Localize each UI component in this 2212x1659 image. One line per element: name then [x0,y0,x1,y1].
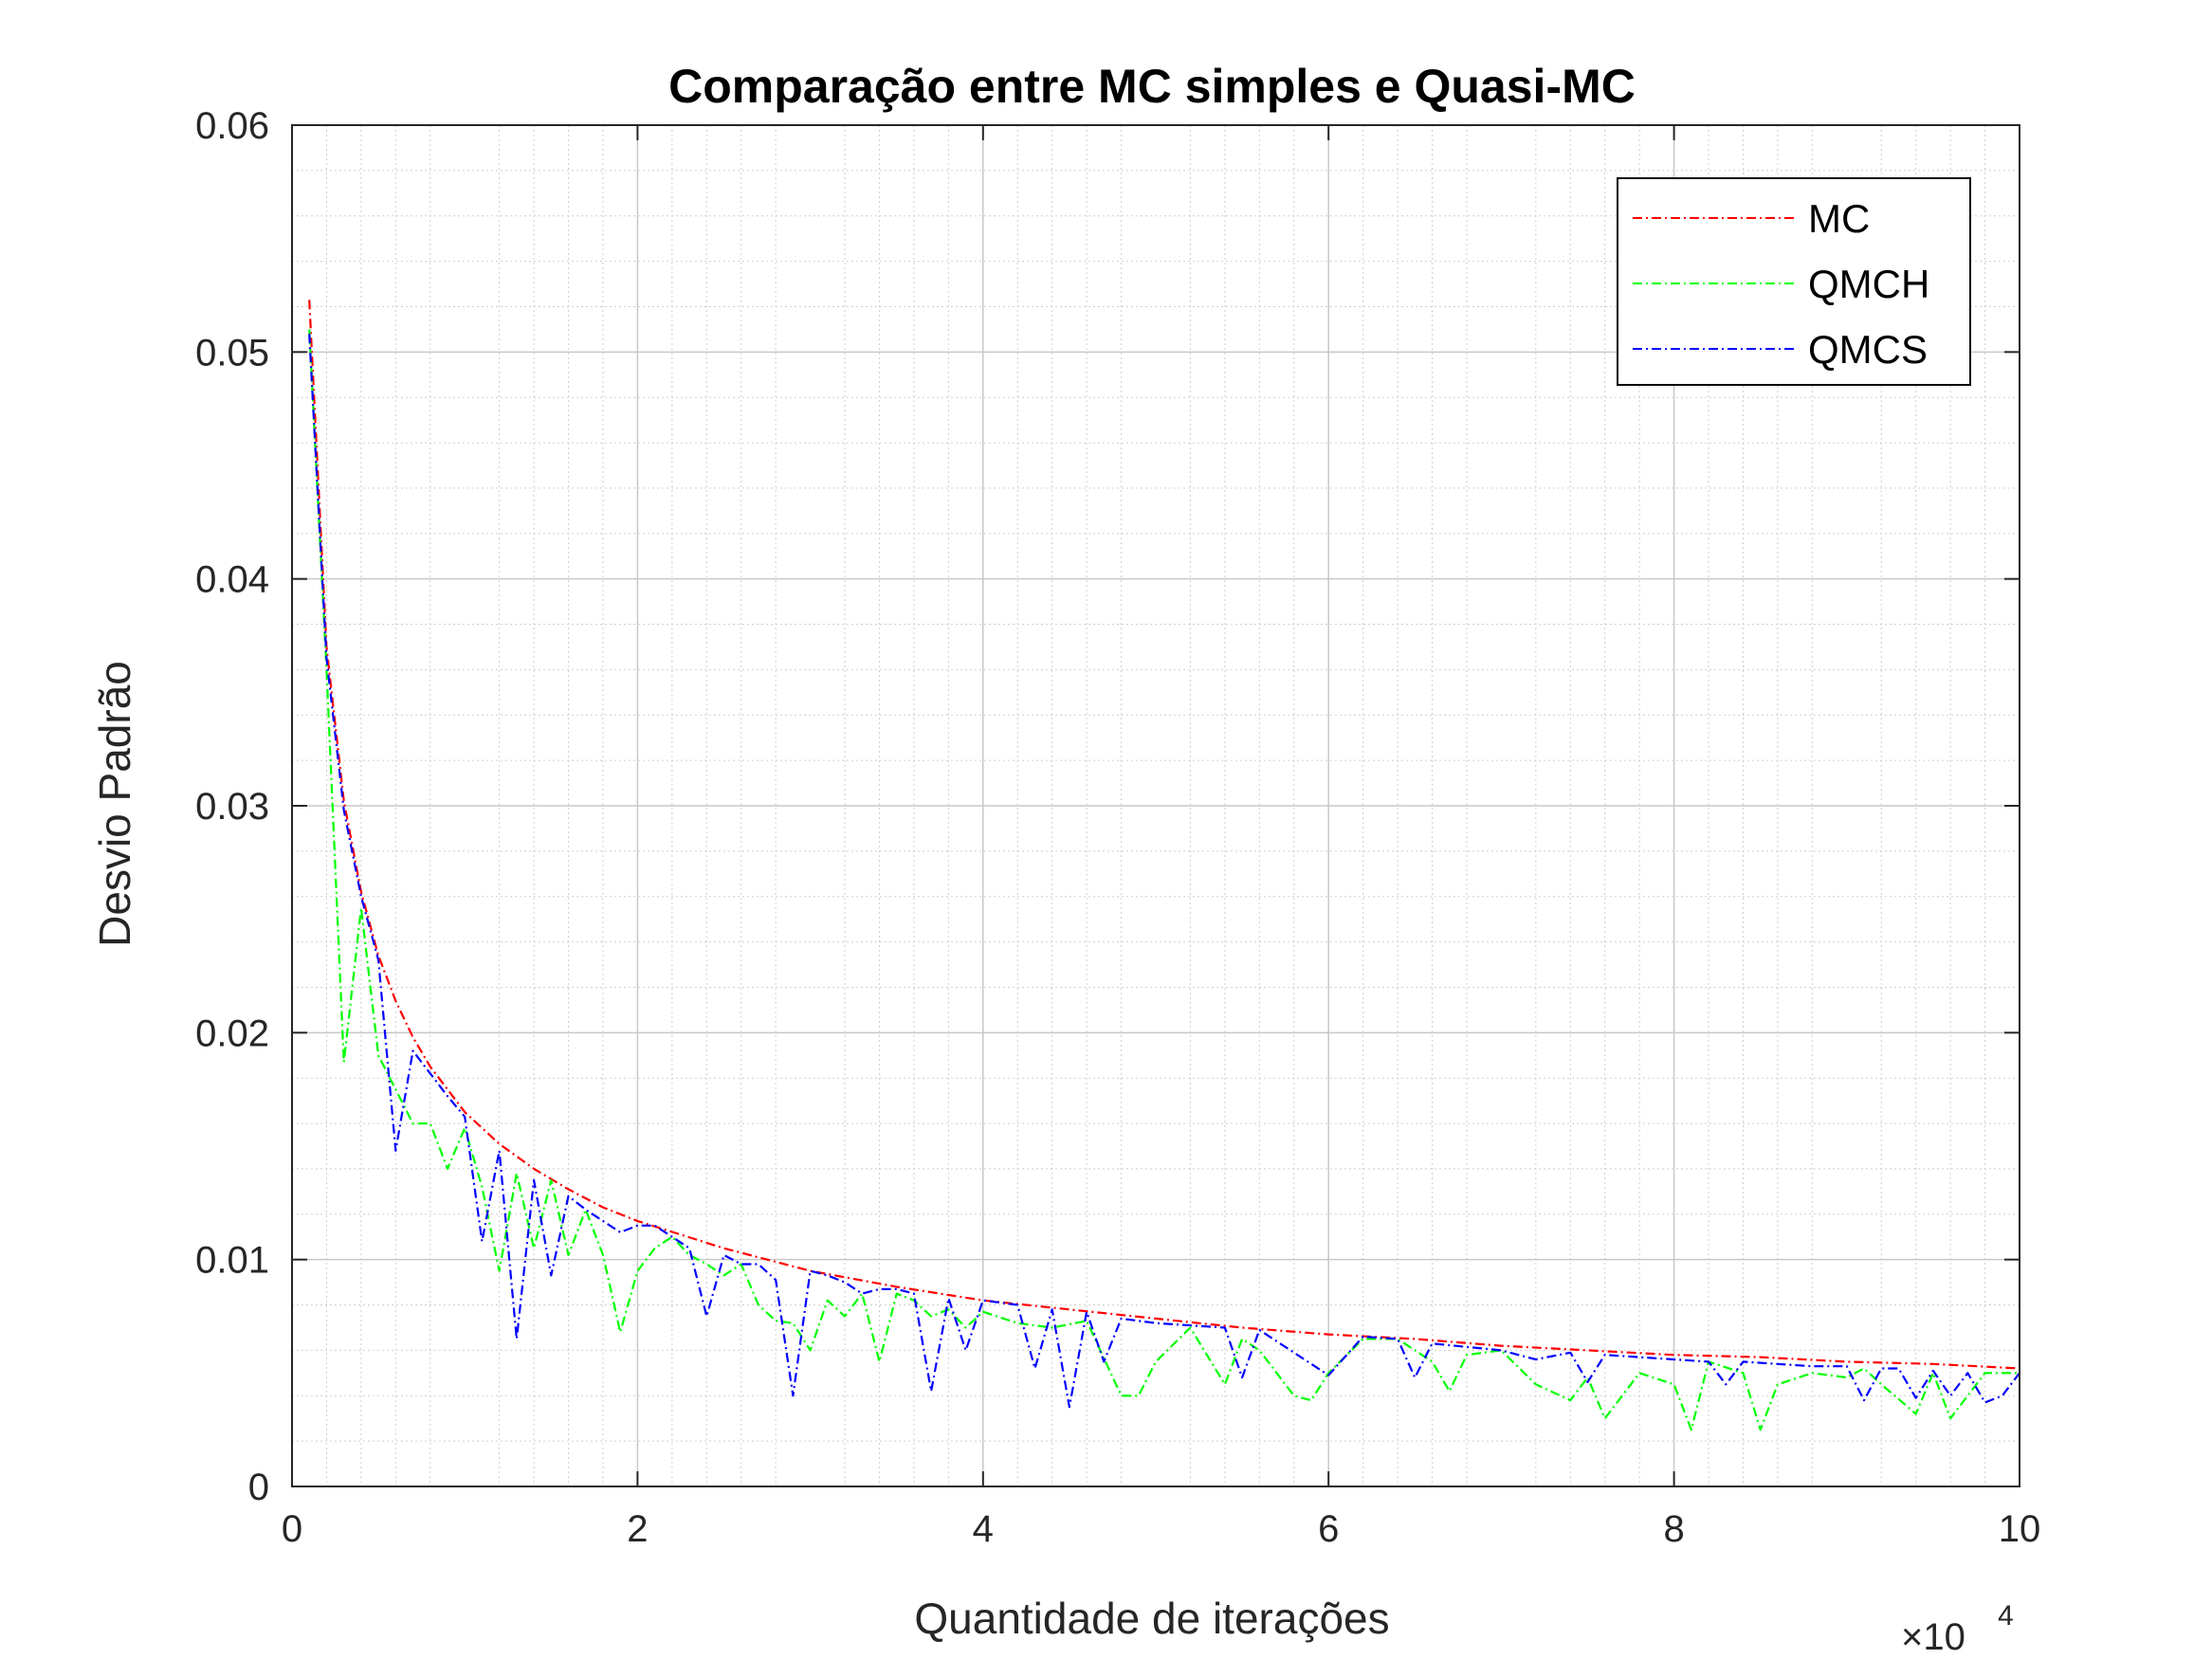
y-tick-label: 0.02 [195,1012,269,1054]
series-layer [308,300,2020,1431]
x-exponent-power: 4 [1998,1600,2014,1632]
chart-title: Comparação entre MC simples e Quasi-MC [668,60,1636,113]
y-tick-label: 0.01 [195,1240,269,1282]
x-tick-label: 10 [1999,1508,2041,1550]
y-tick-label: 0.06 [195,105,269,147]
legend-label-qmch: QMCH [1808,262,1929,306]
legend-label-qmcs: QMCS [1808,327,1928,372]
legend-box [1617,177,1971,386]
series-line-mc [308,300,2020,1370]
x-tick-labels: 0 2 4 6 8 10 [282,1508,2040,1550]
y-tick-label: 0 [248,1467,269,1508]
legend: MC QMCH QMCS [1617,177,1971,386]
x-exponent-base: ×10 [1901,1616,1965,1658]
legend-label-mc: MC [1808,196,1870,241]
y-axis-label: Desvio Padrão [90,661,139,947]
x-tick-label: 2 [627,1508,648,1550]
y-tick-label: 0.03 [195,786,269,828]
tick-marks [291,124,2020,1487]
x-exponent-label: ×10 4 [1901,1600,2014,1658]
x-tick-label: 0 [282,1508,302,1550]
series-line-qmcs [308,334,2020,1409]
x-tick-label: 6 [1318,1508,1339,1550]
series-line-qmch [308,329,2020,1431]
x-tick-label: 4 [973,1508,994,1550]
y-tick-label: 0.04 [195,559,269,601]
y-tick-label: 0.05 [195,332,269,374]
y-tick-labels: 0 0.01 0.02 0.03 0.04 0.05 0.06 [195,105,269,1508]
x-tick-label: 8 [1663,1508,1684,1550]
x-axis-label: Quantidade de iterações [914,1594,1389,1643]
